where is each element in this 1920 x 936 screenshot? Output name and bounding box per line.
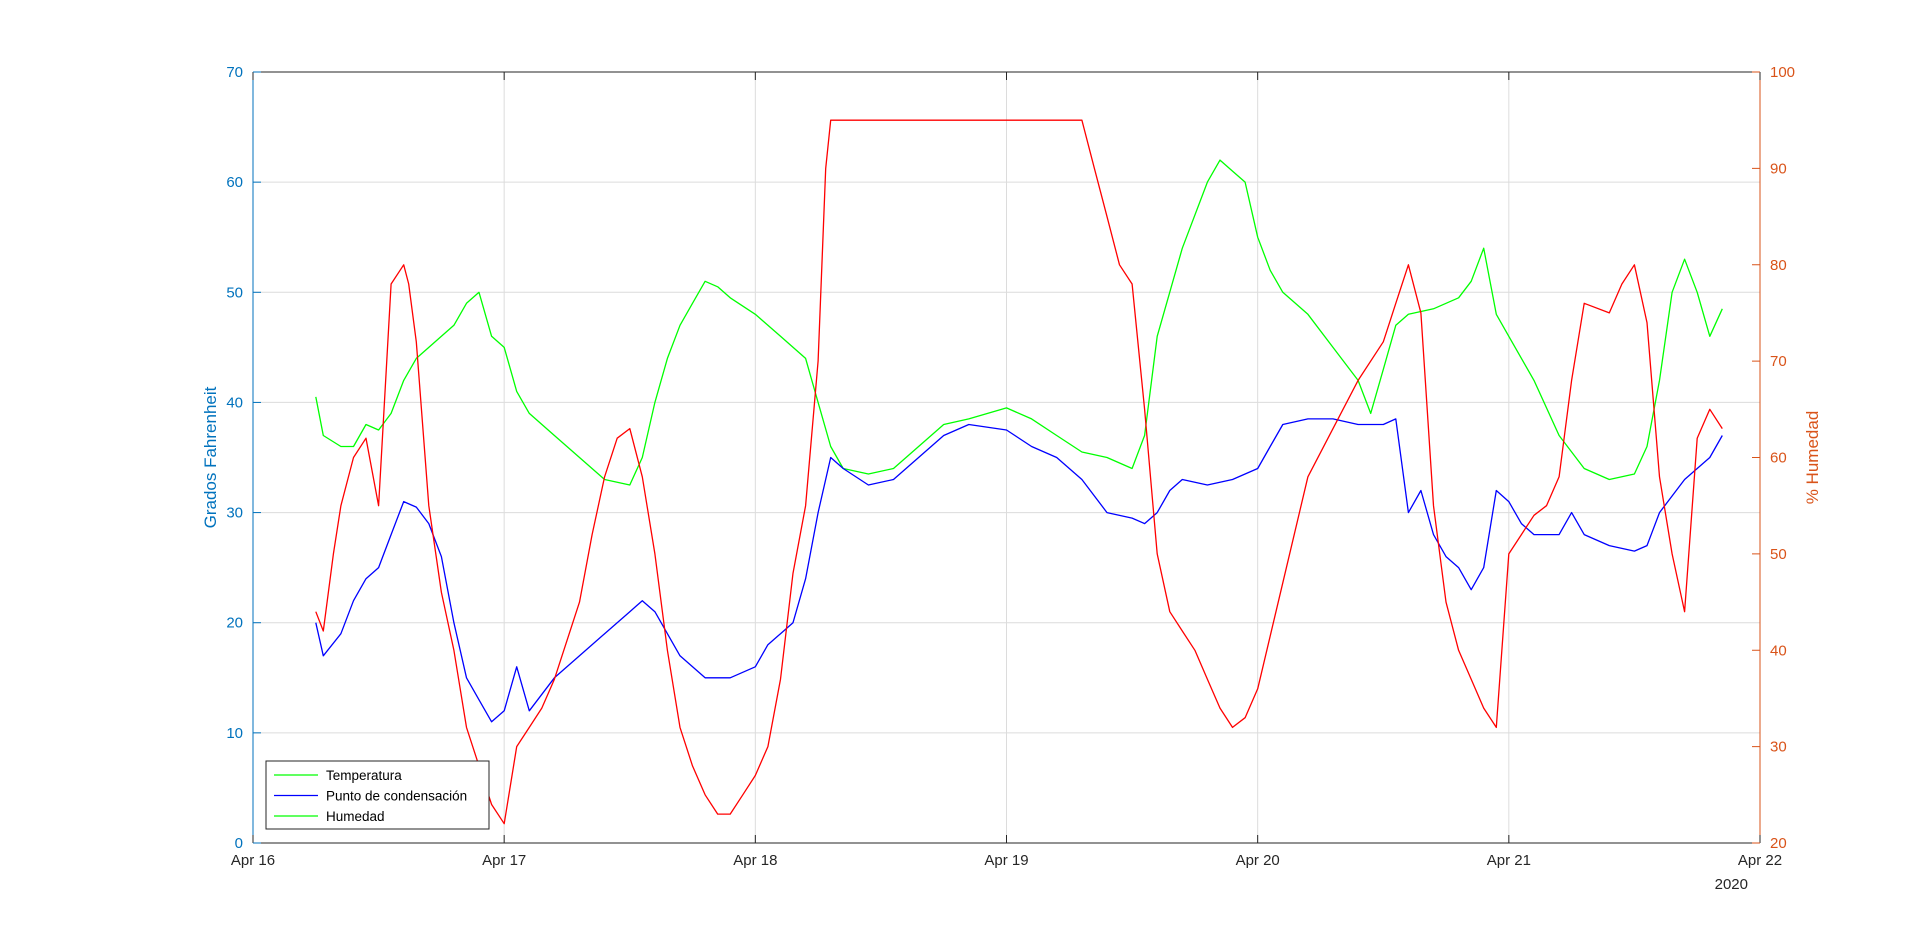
plot-series (315, 119, 1723, 825)
y-right-tick-label: 100 (1770, 64, 1795, 81)
y-left-tick-label: 10 (226, 725, 243, 742)
legend-entry-label: Punto de condensación (326, 789, 467, 804)
y-right-tick-label: 70 (1770, 353, 1787, 370)
y-right-tick-label: 60 (1770, 450, 1787, 467)
y-left-tick-label: 20 (226, 615, 243, 632)
y-right-tick-label: 30 (1770, 739, 1787, 756)
y-left-tick-label: 50 (226, 284, 243, 301)
y-left-tick-label: 30 (226, 505, 243, 522)
y-left-tick-label: 40 (226, 394, 243, 411)
axes: Apr 16 Apr 17 Apr 18 Apr 19 Apr 20 Apr 21 Apr … (226, 64, 1795, 869)
y-right-tick-label: 50 (1770, 546, 1787, 563)
y-left-tick-label: 60 (226, 174, 243, 191)
legend-entry-label: Temperatura (326, 768, 402, 783)
y-left-tick-label: 70 (226, 64, 243, 81)
legend: Temperatura Punto de condensación Humedad (265, 760, 490, 830)
x-tick-label: Apr 17 (482, 852, 526, 869)
x-tick-label: Apr 19 (984, 852, 1028, 869)
y-right-tick-label: 80 (1770, 257, 1787, 274)
x-tick-label: Apr 20 (1236, 852, 1280, 869)
y-right-tick-label: 40 (1770, 642, 1787, 659)
legend-entry-label: Humedad (326, 809, 385, 824)
x-tick-label: Apr 21 (1487, 852, 1531, 869)
series-line-2 (315, 119, 1723, 825)
y-right-tick-label: 90 (1770, 160, 1787, 177)
x-tick-label: Apr 22 (1738, 852, 1782, 869)
x-year-label: 2020 (1715, 876, 1748, 893)
x-tick-label: Apr 18 (733, 852, 777, 869)
y-right-tick-label: 20 (1770, 835, 1787, 852)
y-left-axis-label: Grados Fahrenheit (201, 386, 220, 528)
series-line-0 (315, 159, 1723, 486)
y-left-tick-label: 0 (235, 835, 243, 852)
x-tick-label: Apr 16 (231, 852, 275, 869)
grid (253, 72, 1760, 843)
series-line-1 (315, 418, 1723, 723)
y-right-axis-label: % Humedad (1803, 411, 1822, 505)
